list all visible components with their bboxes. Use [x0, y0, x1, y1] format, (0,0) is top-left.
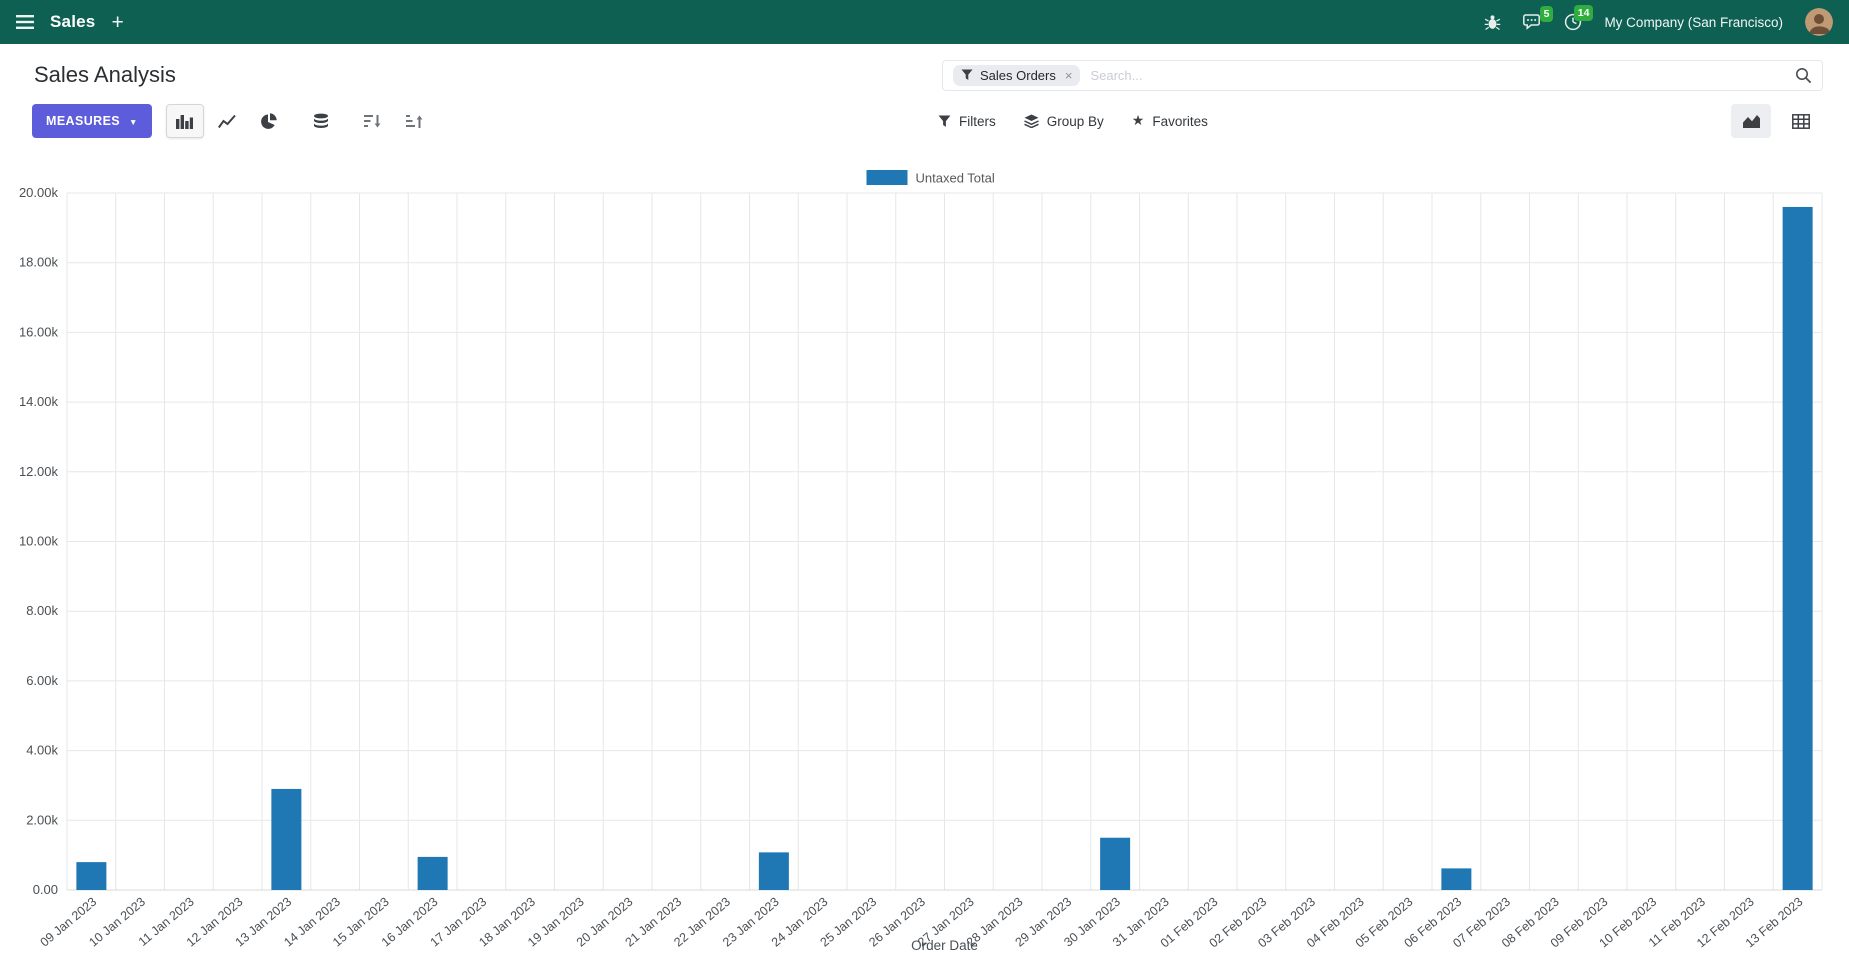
apps-menu-button[interactable]	[16, 15, 34, 29]
hamburger-icon	[16, 15, 34, 29]
svg-text:12.00k: 12.00k	[19, 464, 59, 479]
view-switcher	[1731, 96, 1821, 146]
svg-text:4.00k: 4.00k	[26, 743, 58, 758]
chart-type-group	[165, 104, 288, 138]
measures-label: MEASURES	[46, 114, 121, 128]
bar-chart-icon	[176, 115, 194, 129]
sort-group	[354, 104, 434, 138]
filters-label: Filters	[959, 113, 996, 129]
star-icon: ★	[1131, 111, 1145, 128]
svg-text:2.00k: 2.00k	[26, 812, 58, 827]
sort-asc-icon	[406, 114, 423, 128]
activities-badge: 14	[1573, 5, 1594, 22]
group-by-button[interactable]: Group By	[1023, 113, 1104, 129]
measures-button[interactable]: MEASURES ▼	[32, 104, 152, 138]
pie-chart-icon	[261, 112, 278, 129]
search-bar[interactable]: Sales Orders ×	[942, 59, 1823, 91]
pivot-grid-view-icon	[1792, 113, 1810, 129]
filters-button[interactable]: Filters	[938, 114, 996, 129]
caret-down-icon: ▼	[129, 116, 138, 127]
pivot-view-button[interactable]	[1781, 104, 1821, 138]
legend-label[interactable]: Untaxed Total	[916, 171, 995, 186]
new-window-button[interactable]: +	[111, 10, 124, 34]
debug-button[interactable]	[1484, 14, 1501, 31]
svg-text:6.00k: 6.00k	[26, 673, 58, 688]
bar-16-jan-2023[interactable]	[417, 856, 448, 890]
svg-text:10.00k: 10.00k	[19, 534, 59, 549]
line-chart-icon	[217, 114, 236, 128]
activities-button[interactable]: 14	[1564, 5, 1594, 31]
top-navbar: Sales + 5	[0, 0, 1849, 44]
bar-13-feb-2023[interactable]	[1782, 206, 1813, 890]
line-chart-button[interactable]	[208, 104, 246, 138]
pie-chart-button[interactable]	[250, 104, 288, 138]
filter-funnel-icon	[961, 69, 973, 80]
stacked-toggle-button[interactable]	[302, 104, 340, 138]
group-by-layers-icon	[1023, 114, 1039, 128]
svg-text:14.00k: 14.00k	[19, 394, 59, 409]
messages-badge: 5	[1539, 5, 1554, 22]
svg-text:Order Date: Order Date	[911, 938, 978, 953]
favorites-label: Favorites	[1152, 113, 1208, 129]
magnifier-icon[interactable]	[1795, 67, 1812, 84]
messages-button[interactable]: 5	[1523, 5, 1554, 31]
bug-icon	[1485, 14, 1501, 30]
bar-13-jan-2023[interactable]	[271, 788, 302, 890]
svg-text:16.00k: 16.00k	[19, 324, 59, 339]
facet-remove-icon[interactable]: ×	[1064, 67, 1073, 83]
search-facet-label: Sales Orders	[980, 67, 1056, 83]
navbar-left: Sales +	[16, 12, 124, 33]
clock-icon	[1565, 13, 1582, 31]
navbar-right: 5 14 My Company (San Francisco)	[1484, 5, 1833, 36]
control-panel: Sales Analysis Sales Orders × MEASURES ▼	[0, 44, 1849, 146]
sort-desc-icon	[364, 114, 381, 127]
sort-descending-button[interactable]	[354, 104, 392, 138]
search-facet-sales-orders[interactable]: Sales Orders ×	[953, 64, 1081, 86]
toolbar-row: MEASURES ▼	[32, 96, 1823, 146]
bar-06-feb-2023[interactable]	[1441, 868, 1472, 890]
filters-funnel-icon	[938, 115, 951, 127]
area-chart-view-icon	[1742, 115, 1760, 128]
sales-analysis-bar-chart: 0.00 2.00k 4.00k 6.00k 8.00k 10.00k 12.00k 14.0…	[19, 170, 1823, 953]
avatar-icon	[1805, 8, 1833, 36]
sort-ascending-button[interactable]	[396, 104, 434, 138]
chat-bubble-icon	[1523, 13, 1541, 30]
search-input[interactable]	[1090, 67, 1785, 83]
svg-text:18.00k: 18.00k	[19, 255, 59, 270]
bar-chart-button[interactable]	[165, 104, 204, 138]
svg-text:0.00: 0.00	[33, 882, 58, 897]
breadcrumb-row: Sales Analysis Sales Orders ×	[34, 54, 1823, 96]
stacked-database-icon	[313, 113, 328, 128]
graph-view-button[interactable]	[1731, 104, 1771, 138]
group-by-label: Group By	[1046, 113, 1104, 129]
bar-23-jan-2023[interactable]	[758, 852, 789, 890]
favorites-button[interactable]: ★ Favorites	[1131, 111, 1208, 130]
user-avatar[interactable]	[1805, 8, 1833, 36]
chart-area: 0.00 2.00k 4.00k 6.00k 8.00k 10.00k 12.00k 14.0…	[0, 146, 1849, 958]
bar-30-jan-2023[interactable]	[1100, 837, 1131, 890]
legend-swatch[interactable]	[866, 170, 908, 185]
bar-09-jan-2023[interactable]	[76, 862, 107, 890]
svg-text:8.00k: 8.00k	[26, 603, 58, 618]
svg-text:20.00k: 20.00k	[19, 185, 59, 200]
search-options-group: Filters Group By ★ Favorites	[938, 96, 1208, 146]
company-switcher[interactable]: My Company (San Francisco)	[1604, 14, 1783, 30]
page-title: Sales Analysis	[34, 62, 176, 87]
app-name[interactable]: Sales	[50, 12, 96, 31]
